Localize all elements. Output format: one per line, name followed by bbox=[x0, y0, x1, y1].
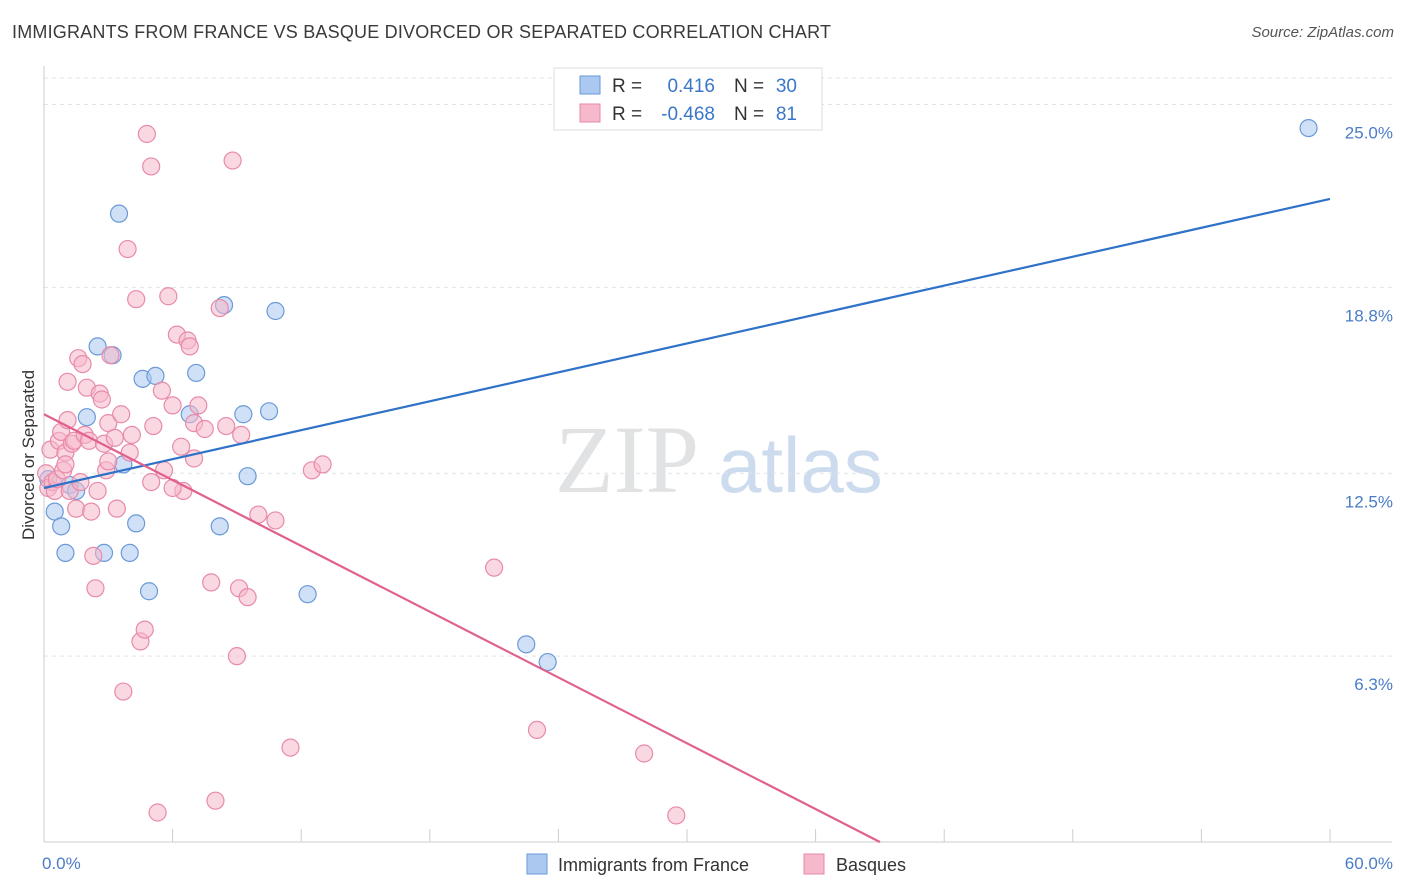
blue-point-7 bbox=[88, 337, 107, 356]
stats-legend: R = 0.416 N = 30 R = -0.468 N = 81 bbox=[553, 67, 823, 131]
pink-point-51 bbox=[172, 437, 191, 456]
pink-point-69 bbox=[281, 738, 300, 757]
pink-point-32 bbox=[105, 428, 124, 447]
blue-point-12 bbox=[120, 543, 139, 563]
legend-pink-n-value: 81 bbox=[776, 104, 797, 125]
pink-point-43 bbox=[142, 157, 161, 176]
pink-point-41 bbox=[135, 620, 154, 639]
pink-point-68 bbox=[266, 511, 285, 530]
pink-point-77 bbox=[99, 452, 118, 471]
pink-point-46 bbox=[152, 381, 171, 400]
series-legend-swatch-pink bbox=[803, 853, 825, 875]
pink-point-27 bbox=[92, 390, 111, 409]
pink-point-76 bbox=[56, 455, 75, 474]
series-legend: Immigrants from France Basques bbox=[526, 853, 906, 875]
blue-point-26 bbox=[517, 635, 536, 654]
legend-blue-n-value: 30 bbox=[776, 76, 797, 97]
y-tick-label-2: 18.8% bbox=[1345, 306, 1393, 325]
watermark-zip: ZIP bbox=[555, 406, 699, 513]
pink-point-60 bbox=[210, 298, 229, 318]
pink-point-35 bbox=[114, 682, 133, 701]
pink-point-49 bbox=[163, 396, 182, 415]
blue-point-25 bbox=[298, 585, 317, 604]
blue-point-3 bbox=[56, 543, 75, 563]
pink-point-56 bbox=[189, 396, 208, 415]
blue-point-2 bbox=[52, 517, 71, 536]
pink-point-38 bbox=[122, 425, 141, 444]
pink-point-61 bbox=[217, 416, 236, 436]
blue-point-13 bbox=[127, 514, 146, 533]
points-layer bbox=[37, 89, 1318, 825]
legend-blue-r-label: R = bbox=[612, 76, 642, 97]
watermark-atlas: atlas bbox=[718, 421, 883, 509]
blue-point-6 bbox=[77, 408, 96, 427]
blue-point-22 bbox=[238, 467, 257, 486]
blue-point-23 bbox=[259, 402, 279, 421]
chart-title: IMMIGRANTS FROM FRANCE VS BASQUE DIVORCE… bbox=[12, 22, 832, 42]
blue-point-15 bbox=[139, 582, 159, 601]
pink-point-18 bbox=[73, 355, 92, 374]
pink-point-42 bbox=[137, 124, 156, 144]
pink-point-73 bbox=[527, 720, 547, 740]
blue-point-19 bbox=[210, 517, 229, 536]
pink-point-65 bbox=[232, 425, 251, 444]
pink-point-72 bbox=[485, 558, 504, 577]
x-tick-label-0: 0.0% bbox=[42, 854, 81, 873]
legend-pink-n-label: N = bbox=[734, 104, 764, 125]
pink-point-66 bbox=[238, 588, 257, 607]
pink-point-62 bbox=[223, 151, 242, 170]
pink-point-15 bbox=[67, 499, 86, 518]
y-tick-label-0: 6.3% bbox=[1354, 675, 1393, 694]
x-tick-label-1: 60.0% bbox=[1345, 854, 1393, 873]
chart-source: Source: ZipAtlas.com bbox=[1251, 24, 1394, 41]
pink-point-39 bbox=[127, 290, 146, 309]
pink-point-59 bbox=[206, 791, 225, 810]
pink-point-48 bbox=[159, 287, 178, 306]
pink-point-22 bbox=[82, 502, 101, 521]
legend-swatch-pink bbox=[579, 103, 601, 123]
legend-blue-n-label: N = bbox=[734, 76, 764, 97]
blue-point-24 bbox=[266, 301, 285, 321]
legend-pink-r-value: -0.468 bbox=[661, 104, 715, 125]
pink-point-25 bbox=[88, 481, 107, 501]
pink-point-24 bbox=[86, 579, 105, 598]
trend-layer bbox=[43, 197, 1331, 843]
blue-point-21 bbox=[234, 405, 253, 424]
pink-point-75 bbox=[667, 806, 686, 825]
pink-point-57 bbox=[195, 419, 214, 439]
pink-point-71 bbox=[313, 455, 332, 474]
y-tick-label-1: 12.5% bbox=[1345, 492, 1393, 511]
pink-point-31 bbox=[101, 346, 120, 365]
blue-point-10 bbox=[109, 204, 129, 223]
y-axis-label: Divorced or Separated bbox=[19, 370, 38, 540]
pink-point-11 bbox=[58, 372, 77, 391]
pink-point-78 bbox=[142, 473, 161, 492]
pink-point-58 bbox=[202, 573, 221, 592]
pink-point-36 bbox=[118, 239, 137, 259]
pink-point-34 bbox=[112, 405, 131, 424]
legend-blue-r-value: 0.416 bbox=[667, 76, 715, 97]
pink-point-45 bbox=[148, 803, 167, 822]
blue-point-18 bbox=[187, 363, 206, 383]
blue-trend-line bbox=[43, 197, 1331, 490]
grid-layer bbox=[44, 77, 1392, 657]
series-legend-label-pink: Basques bbox=[836, 855, 906, 875]
pink-point-63 bbox=[227, 647, 246, 666]
pink-trend-line bbox=[43, 413, 881, 843]
series-legend-swatch-blue bbox=[526, 853, 548, 875]
blue-point-29 bbox=[1299, 119, 1318, 138]
pink-point-33 bbox=[107, 499, 126, 518]
legend-pink-r-label: R = bbox=[612, 104, 642, 125]
legend-swatch-blue bbox=[579, 75, 601, 95]
blue-point-27 bbox=[538, 652, 557, 672]
pink-point-23 bbox=[84, 546, 103, 565]
series-legend-label-blue: Immigrants from France bbox=[558, 855, 749, 875]
y-tick-label-3: 25.0% bbox=[1345, 124, 1393, 143]
axis-layer: 6.3% 12.5% 18.8% 25.0% 0.0% 60.0% bbox=[42, 66, 1393, 873]
pink-point-54 bbox=[180, 337, 199, 356]
pink-point-44 bbox=[144, 416, 163, 436]
pink-point-74 bbox=[635, 744, 654, 763]
